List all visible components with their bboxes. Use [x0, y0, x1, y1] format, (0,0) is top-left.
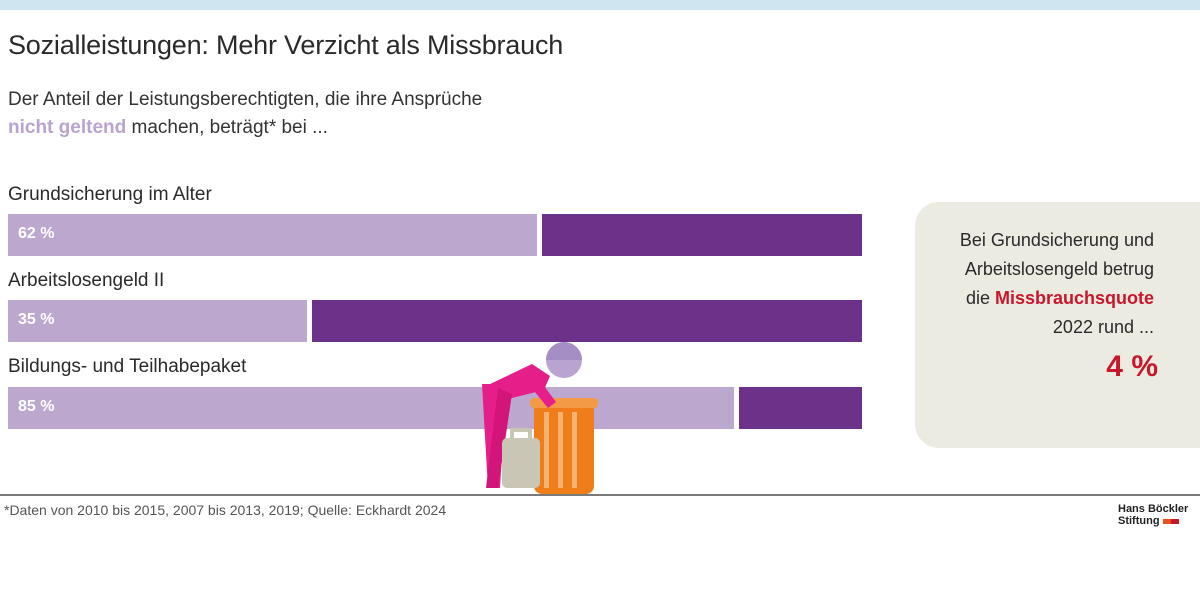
bar-claimed [312, 300, 862, 342]
info-line-2: Arbeitslosengeld betrug [964, 259, 1154, 279]
top-strip [0, 0, 1200, 10]
info-text: Bei Grundsicherung und Arbeitslosengeld … [960, 226, 1154, 342]
bar-claimed [542, 214, 862, 256]
info-value: 4 % [1106, 350, 1158, 383]
info-line-4: 2022 rund ... [1052, 317, 1154, 337]
category-label: Bildungs- und Teilhabepaket [8, 356, 247, 377]
subtitle-line-1: Der Anteil der Leistungsberechtigten, di… [8, 89, 483, 110]
chart-title: Sozialleistungen: Mehr Verzicht als Miss… [8, 30, 564, 60]
logo: Hans Böckler Stiftung [1118, 503, 1188, 527]
category-label: Arbeitslosengeld II [8, 270, 165, 291]
info-line-1: Bei Grundsicherung und [959, 230, 1154, 250]
category-label: Grundsicherung im Alter [8, 184, 212, 205]
bar-value-label: 85 % [18, 398, 55, 415]
person-searching-trash-icon [482, 342, 598, 494]
info-line-3-prefix: die [965, 288, 995, 308]
bar-not-claimed: 35 % [8, 300, 307, 342]
subtitle-line-2: machen, beträgt* bei ... [126, 117, 328, 138]
bar-claimed [739, 387, 862, 429]
info-box: Bei Grundsicherung und Arbeitslosengeld … [915, 202, 1200, 448]
bar-value-label: 35 % [18, 311, 55, 328]
bar-not-claimed: 85 % [8, 387, 734, 429]
info-line-3-highlight: Missbrauchsquote [994, 288, 1154, 308]
baseline [0, 494, 1200, 496]
footnote: *Daten von 2010 bis 2015, 2007 bis 2013,… [4, 502, 447, 518]
logo-mark-icon [1162, 518, 1179, 524]
subtitle-highlight: nicht geltend [8, 117, 127, 138]
bar-not-claimed: 62 % [8, 214, 537, 256]
chart-subtitle: Der Anteil der Leistungsberechtigten, di… [8, 86, 482, 142]
logo-line-2: Stiftung [1118, 515, 1160, 527]
bar-value-label: 62 % [18, 225, 55, 242]
logo-line-1: Hans Böckler [1118, 503, 1189, 515]
